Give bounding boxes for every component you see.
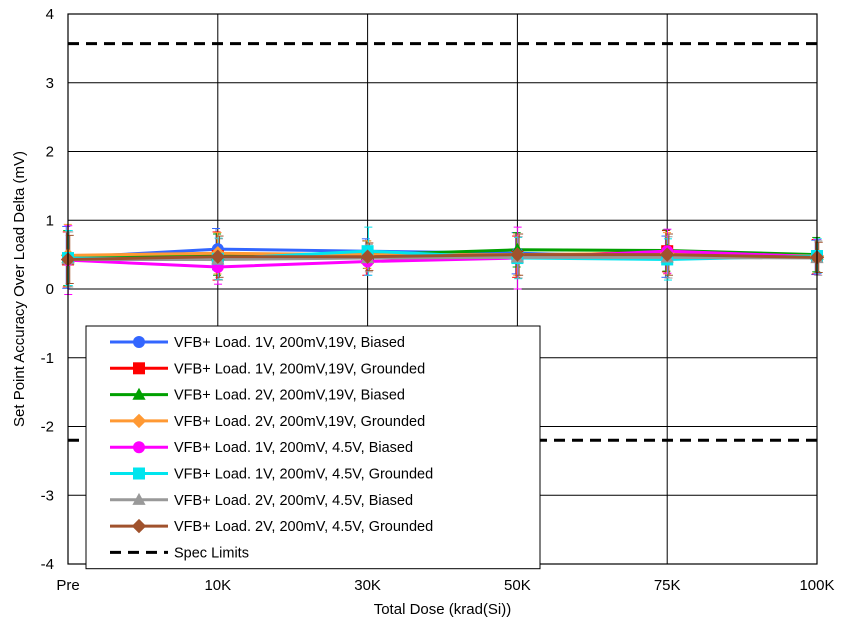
legend-label: VFB+ Load. 2V, 200mV, 4.5V, Biased <box>174 493 413 509</box>
legend-marker <box>132 492 146 505</box>
x-tick-label: 10K <box>204 577 231 594</box>
legend-label: VFB+ Load. 1V, 200mV,19V, Grounded <box>174 361 425 377</box>
data-point <box>510 247 525 262</box>
legend-marker <box>132 387 146 400</box>
legend-label-spec: Spec Limits <box>174 545 249 561</box>
data-point <box>660 247 675 262</box>
y-tick-label: 1 <box>46 212 54 229</box>
y-axis-title: Set Point Accuracy Over Load Delta (mV) <box>11 151 28 427</box>
legend-label: VFB+ Load. 2V, 200mV, 4.5V, Grounded <box>174 519 433 535</box>
y-tick-label: -2 <box>41 419 54 436</box>
x-tick-label: 30K <box>354 577 381 594</box>
legend-marker <box>133 441 145 454</box>
legend-label: VFB+ Load. 1V, 200mV, 4.5V, Biased <box>174 440 413 456</box>
y-tick-label: 3 <box>46 75 54 92</box>
legend-label: VFB+ Load. 1V, 200mV,19V, Biased <box>174 335 405 351</box>
x-tick-label: 50K <box>504 577 531 594</box>
y-tick-label: 0 <box>46 281 54 298</box>
y-tick-label: -4 <box>41 556 54 573</box>
legend-marker <box>131 518 147 534</box>
series-markers <box>60 242 825 273</box>
series-lines <box>67 247 818 269</box>
y-tick-labels: -4 -3 -2 -1 0 1 2 3 4 <box>41 6 54 573</box>
series-line <box>68 255 818 261</box>
legend-marker <box>133 467 145 480</box>
x-axis-title: Total Dose (krad(Si)) <box>374 601 512 618</box>
y-tick-label: -1 <box>41 350 54 367</box>
legend-marker <box>131 413 147 429</box>
series-line <box>67 249 818 269</box>
data-point <box>360 249 375 264</box>
data-point <box>210 249 225 264</box>
legend-label: VFB+ Load. 2V, 200mV,19V, Grounded <box>174 414 425 430</box>
y-tick-label: 4 <box>46 6 54 23</box>
legend-label: VFB+ Load. 1V, 200mV, 4.5V, Grounded <box>174 467 433 483</box>
x-tick-labels: Pre 10K 30K 50K 75K 100K <box>56 577 834 594</box>
legend-marker <box>133 362 145 375</box>
legend-marker <box>133 336 145 348</box>
y-tick-label: -3 <box>41 487 54 504</box>
legend-label: VFB+ Load. 2V, 200mV,19V, Biased <box>174 388 405 404</box>
legend: VFB+ Load. 1V, 200mV,19V, Biased VFB+ Loa… <box>85 325 541 570</box>
series-line <box>67 253 818 261</box>
x-tick-label: 100K <box>799 577 834 594</box>
x-tick-label: Pre <box>56 577 79 594</box>
y-tick-label: 2 <box>46 144 54 161</box>
x-tick-label: 75K <box>654 577 681 594</box>
